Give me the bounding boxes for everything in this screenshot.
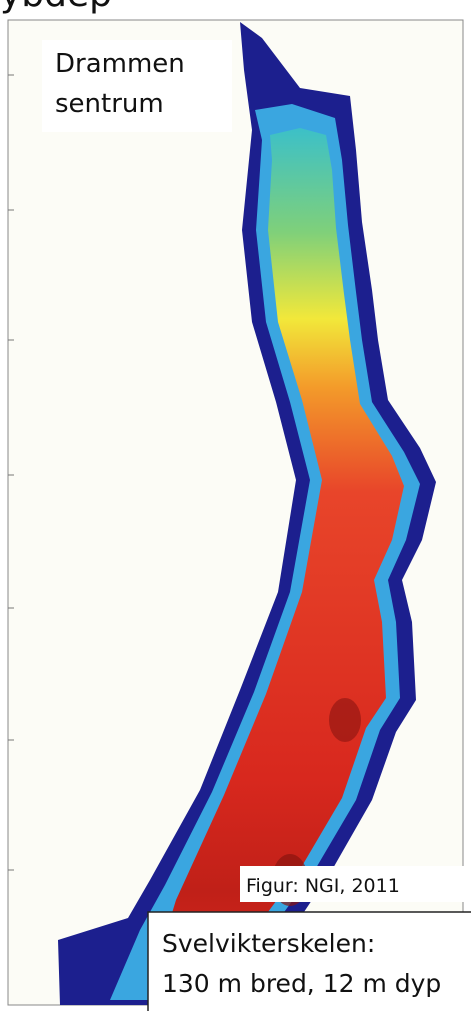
place-label: Drammen [55, 49, 185, 79]
place-label: sentrum [55, 89, 164, 119]
callout-text: 130 m bred, 12 m dyp [162, 969, 441, 998]
credit-box [240, 866, 468, 902]
fjord-deep [150, 128, 404, 995]
frame-ticks [8, 74, 14, 871]
callout-title: Svelvikterskelen: [162, 929, 375, 958]
deep-spot [329, 698, 361, 742]
credit: Figur: NGI, 2011 [246, 875, 400, 897]
place-box [42, 40, 232, 132]
title-fragment: ybdep [0, 0, 112, 15]
callout-box [147, 911, 471, 1011]
